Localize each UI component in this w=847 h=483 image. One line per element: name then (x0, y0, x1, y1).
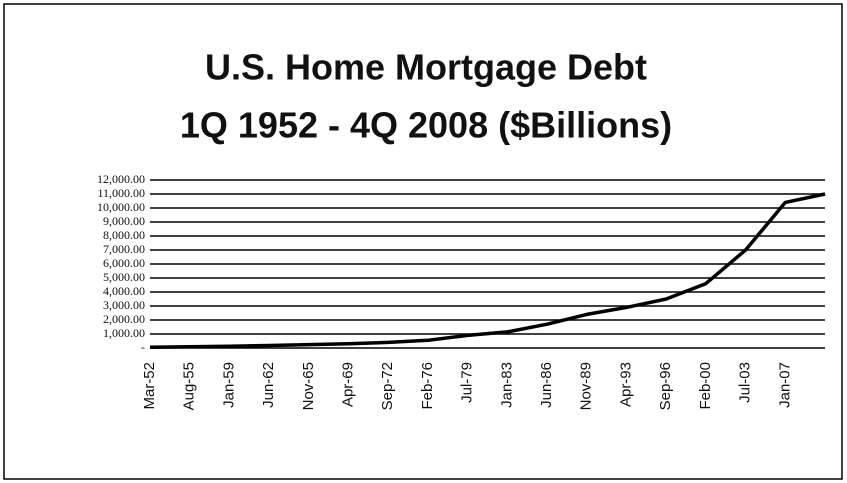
x-tick-label: Jan-83 (498, 362, 515, 408)
data-line (149, 192, 826, 349)
x-tick-label: Apr-93 (617, 362, 634, 407)
y-tick-label: 10,000.00 (97, 200, 145, 214)
x-tick-label: Mar-52 (141, 362, 158, 410)
x-tick-label: Nov-65 (300, 362, 317, 410)
y-tick-label: 9,000.00 (103, 214, 145, 228)
y-tick-label: - (141, 340, 145, 354)
x-tick-label: Feb-00 (697, 362, 714, 410)
x-tick-label: Jul-79 (459, 362, 476, 403)
y-tick-label: 6,000.00 (103, 256, 145, 270)
chart-subtitle: 1Q 1952 - 4Q 2008 ($Billions) (180, 105, 672, 146)
x-tick-label: Feb-76 (419, 362, 436, 410)
y-tick-label: 5,000.00 (103, 270, 145, 284)
x-tick-label: Jan-07 (776, 362, 793, 408)
y-tick-label: 8,000.00 (103, 228, 145, 242)
chart-title: U.S. Home Mortgage Debt (205, 47, 647, 88)
x-tick-label: Jun-86 (538, 362, 555, 408)
chart-border (3, 3, 843, 480)
x-tick-label: Jun-62 (260, 362, 277, 408)
y-tick-label: 1,000.00 (103, 326, 145, 340)
y-tick-label: 11,000.00 (97, 186, 145, 200)
x-tick-label: Nov-89 (578, 362, 595, 410)
x-tick-label: Jan-59 (220, 362, 237, 408)
x-tick-label: Aug-55 (181, 362, 198, 410)
y-tick-label: 7,000.00 (103, 242, 145, 256)
x-tick-label: Sep-72 (379, 362, 396, 410)
y-tick-label: 12,000.00 (97, 172, 145, 186)
x-tick-label: Jul-03 (737, 362, 754, 403)
y-tick-label: 3,000.00 (103, 298, 145, 312)
y-tick-label: 4,000.00 (103, 284, 145, 298)
x-tick-label: Sep-96 (657, 362, 674, 410)
x-tick-label: Apr-69 (339, 362, 356, 407)
y-tick-label: 2,000.00 (103, 312, 145, 326)
